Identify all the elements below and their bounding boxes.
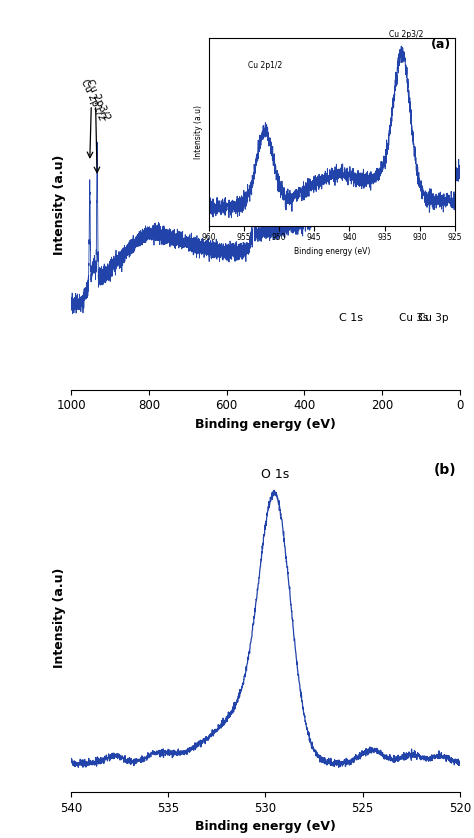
Y-axis label: Intensity (a.u): Intensity (a.u) [53, 568, 65, 668]
Text: Cu 3p: Cu 3p [418, 313, 448, 323]
Text: Cu 2p1/2: Cu 2p1/2 [79, 78, 107, 122]
Text: Cu 2p3/2: Cu 2p3/2 [389, 29, 423, 39]
Text: O 1s: O 1s [261, 468, 289, 481]
X-axis label: Binding energy (eV): Binding energy (eV) [195, 820, 336, 833]
Text: Cu 2p3/2: Cu 2p3/2 [84, 78, 112, 122]
X-axis label: Binding energy (eV): Binding energy (eV) [195, 418, 336, 431]
Y-axis label: Intensity (a.u): Intensity (a.u) [53, 155, 65, 256]
Text: C 1s: C 1s [339, 313, 363, 323]
Text: Cu 3s: Cu 3s [399, 313, 428, 323]
Text: O 1s: O 1s [258, 204, 283, 215]
Text: (b): (b) [433, 463, 456, 477]
Y-axis label: Intensity (a.u): Intensity (a.u) [194, 105, 203, 159]
Text: Cu 2p1/2: Cu 2p1/2 [248, 60, 282, 70]
X-axis label: Binding energy (eV): Binding energy (eV) [293, 247, 370, 256]
Text: (a): (a) [431, 39, 452, 51]
